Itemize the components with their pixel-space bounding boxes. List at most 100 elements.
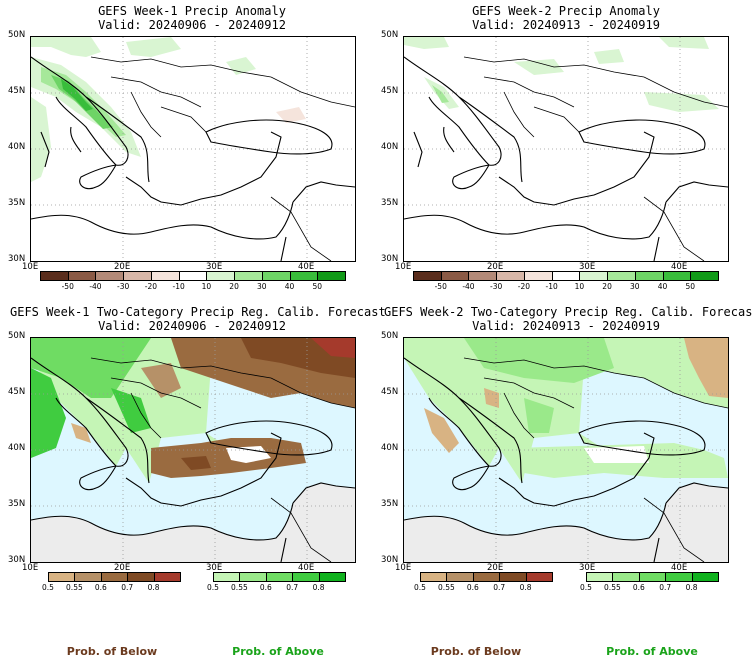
- colorbar-swatch: [67, 271, 97, 281]
- grid-lines: [31, 37, 355, 261]
- colorbar-tick-label: 20: [602, 282, 612, 291]
- colorbar-swatch: [638, 572, 667, 582]
- colorbar-swatch: [153, 572, 181, 582]
- lat-label: 45N: [381, 387, 399, 397]
- lon-label: 20E: [487, 262, 504, 272]
- colorbar-tick-label: 0.7: [659, 583, 672, 592]
- panel-valid-dates: Valid: 20240906 - 20240912: [98, 18, 286, 32]
- lon-label: 30E: [579, 262, 596, 272]
- colorbar-tick-label: 0.7: [493, 583, 506, 592]
- lon-label: 20E: [487, 563, 504, 573]
- colorbar-tick-label: 50: [685, 282, 696, 291]
- colorbar-tick-label: 0.6: [466, 583, 479, 592]
- coastlines: [404, 56, 728, 261]
- colorbar-swatch: [150, 271, 180, 281]
- colorbar-swatch: [496, 271, 525, 281]
- colorbar-tick-label: 0.8: [685, 583, 698, 592]
- colorbar-swatch: [690, 271, 719, 281]
- colorbar-tick-label: 0.5: [207, 583, 219, 592]
- lat-label: 30N: [8, 254, 26, 264]
- colorbar-tick-label: -10: [545, 282, 558, 291]
- lon-label: 30E: [206, 563, 223, 573]
- prob-above-label: Prob. of Above: [606, 645, 698, 658]
- panel-title: GEFS Week-2 Precip Anomaly: [472, 4, 660, 18]
- lat-label: 30N: [381, 254, 399, 264]
- panel-valid-dates: Valid: 20240913 - 20240919: [472, 319, 660, 333]
- anomaly-map-week1: [30, 36, 356, 262]
- colorbar: -50 -40 -30 -20 -10 10 20 30 40 50: [40, 271, 346, 293]
- colorbar-swatch: [468, 271, 498, 281]
- colorbar: 0.5 0.55 0.6 0.7 0.8: [580, 572, 719, 594]
- colorbar: -50 -40 -30 -20 -10 10 20 30 40 50: [413, 271, 719, 293]
- colorbar-swatch: [239, 572, 267, 582]
- panel-valid-dates: Valid: 20240913 - 20240919: [472, 18, 660, 32]
- colorbar-tick-label: 0.55: [604, 583, 621, 592]
- colorbar-tick-label: 0.55: [231, 583, 248, 592]
- coastlines: [404, 357, 728, 562]
- panel-title: GEFS Week-2 Two-Category Precip Reg. Cal…: [384, 305, 752, 319]
- colorbar-swatch: [413, 271, 442, 281]
- colorbar-tick-label: 0.7: [286, 583, 299, 592]
- colorbar-swatch: [95, 271, 125, 281]
- colorbar-swatch: [74, 572, 102, 582]
- lat-label: 40N: [8, 443, 26, 453]
- grid-lines: [31, 338, 355, 562]
- lat-label: 35N: [8, 198, 26, 208]
- lon-label: 10E: [395, 262, 412, 272]
- colorbar-tick-label: 0.6: [259, 583, 272, 592]
- probability-map-week1: [30, 337, 356, 563]
- colorbar-tick-label: -50: [61, 282, 74, 291]
- colorbar-tick-label: 0.55: [438, 583, 455, 592]
- colorbar-swatch: [586, 572, 614, 582]
- colorbar-tick-label: 0.7: [121, 583, 134, 592]
- colorbar-tick-label: 20: [229, 282, 239, 291]
- lon-label: 30E: [579, 563, 596, 573]
- colorbar: 0.5 0.55 0.6 0.7 0.8: [42, 572, 181, 594]
- colorbar-tick-label: 0.5: [42, 583, 54, 592]
- colorbar-swatch: [48, 572, 76, 582]
- colorbar-swatch: [127, 572, 155, 582]
- colorbar-swatch: [612, 572, 640, 582]
- colorbar: 0.5 0.55 0.6 0.7 0.8: [207, 572, 346, 594]
- colorbar-tick-label: -40: [89, 282, 102, 291]
- lon-label: 40E: [298, 262, 315, 272]
- lat-label: 40N: [8, 142, 26, 152]
- panel-valid-dates: Valid: 20240906 - 20240912: [98, 319, 286, 333]
- anomaly-map-week2: [403, 36, 729, 262]
- grid-lines: [404, 37, 728, 261]
- colorbar-tick-label: 40: [284, 282, 295, 291]
- colorbar-swatch: [318, 572, 346, 582]
- map-canvas: [404, 37, 728, 261]
- colorbar-tick-label: 0.55: [66, 583, 83, 592]
- colorbar-swatch: [317, 271, 346, 281]
- prob-below-label: Prob. of Below: [66, 645, 158, 658]
- lat-label: 30N: [8, 555, 26, 565]
- colorbar-swatch: [579, 271, 609, 281]
- lon-label: 20E: [114, 563, 131, 573]
- colorbar-tick-label: 40: [657, 282, 668, 291]
- colorbar-swatch: [499, 572, 527, 582]
- colorbar-swatch: [292, 572, 320, 582]
- colorbar-tick-label: 0.5: [414, 583, 426, 592]
- colorbar-swatch: [261, 271, 291, 281]
- colorbar-tick-label: -30: [490, 282, 503, 291]
- probability-map-week2: [403, 337, 729, 563]
- colorbar-tick-label: -30: [117, 282, 130, 291]
- colorbar-swatch: [234, 271, 263, 281]
- panel-title: GEFS Week-1 Two-Category Precip Reg. Cal…: [10, 305, 386, 319]
- colorbar-tick-label: 0.6: [632, 583, 645, 592]
- colorbar-tick-label: 50: [312, 282, 323, 291]
- lon-label: 10E: [22, 262, 39, 272]
- lon-label: 10E: [395, 563, 412, 573]
- colorbar-tick-label: 0.8: [519, 583, 532, 592]
- colorbar-tick-label: 0.6: [94, 583, 107, 592]
- lat-label: 40N: [381, 443, 399, 453]
- prob-above-label: Prob. of Above: [232, 645, 324, 658]
- lon-label: 30E: [206, 262, 223, 272]
- colorbar: 0.5 0.55 0.6 0.7 0.8: [414, 572, 553, 594]
- colorbar-swatch: [665, 572, 693, 582]
- colorbar-tick-label: -20: [517, 282, 531, 291]
- colorbar-swatch: [420, 572, 448, 582]
- lon-label: 20E: [114, 262, 131, 272]
- borders: [90, 357, 355, 562]
